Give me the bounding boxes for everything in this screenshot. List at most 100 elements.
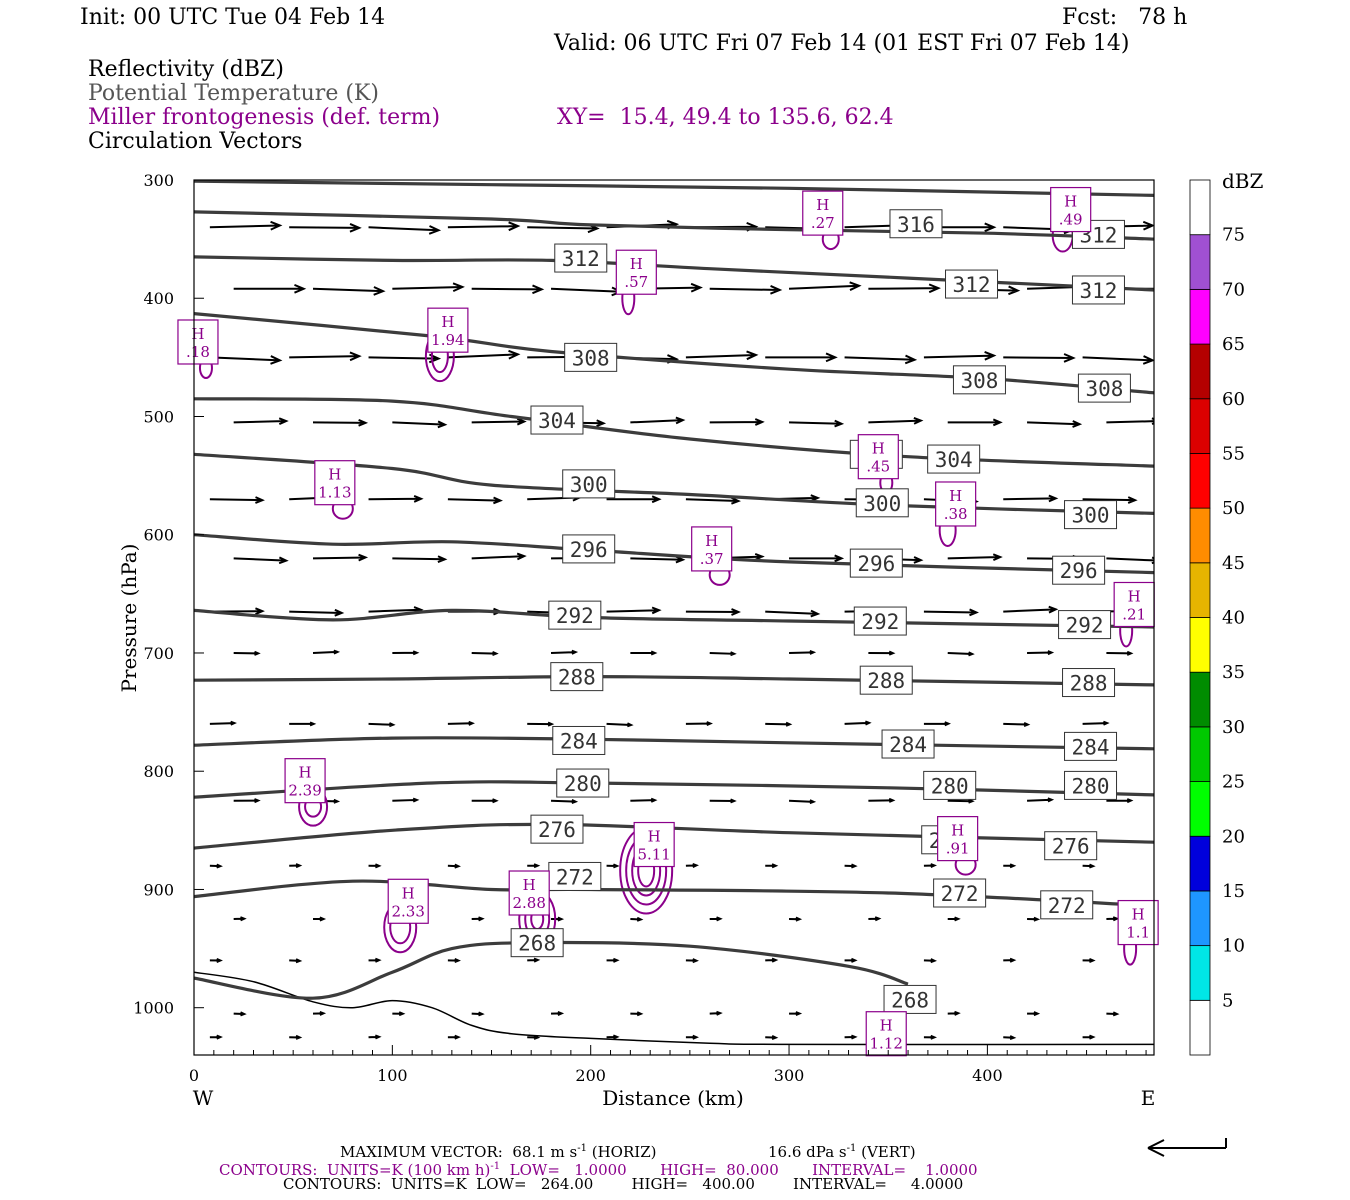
circulation-vector	[789, 554, 845, 563]
colorbar-level-label: 45	[1222, 553, 1245, 574]
miller-max-box	[691, 526, 733, 572]
y-tick-label: 1000	[133, 999, 174, 1018]
theta-label-box	[562, 534, 616, 564]
circulation-vector	[765, 1035, 779, 1040]
miller-max-box	[314, 460, 356, 506]
circulation-vector	[868, 797, 896, 803]
colorbar-segment	[1189, 398, 1211, 454]
x-axis-title: Distance (km)	[602, 1086, 744, 1110]
miller-max-h: H	[705, 532, 718, 550]
miller-max-value: 1.94	[431, 331, 464, 349]
miller-max-box	[615, 249, 657, 295]
colorbar-segment	[1189, 671, 1211, 728]
circulation-vector	[313, 916, 327, 922]
theta-contour-label: 292	[556, 604, 594, 628]
theta-label-box	[945, 269, 999, 299]
circulation-vector	[1003, 1035, 1017, 1041]
theta-contour-label: 280	[931, 774, 969, 798]
theta-label-box	[1071, 275, 1125, 305]
circulation-vector	[844, 354, 918, 365]
theta-label-box	[933, 878, 987, 908]
circulation-vector	[289, 351, 362, 362]
theta-label-box	[1058, 610, 1112, 640]
circulation-vector	[789, 1011, 803, 1017]
field-theta: Potential Temperature (K)	[88, 81, 379, 106]
circulation-vector	[312, 553, 369, 562]
theta-label-box	[853, 606, 907, 636]
colorbar-level-label: 20	[1222, 826, 1245, 847]
miller-max-h: H	[872, 440, 885, 458]
miller-max-box	[284, 758, 326, 804]
circulation-vector	[1106, 556, 1154, 565]
theta-contour-label: 272	[556, 865, 594, 889]
theta-contour-label: 312	[1079, 279, 1117, 303]
miller-max-value: 5.11	[637, 846, 670, 864]
miller-max-value: .27	[811, 214, 835, 232]
circulation-vector	[868, 416, 924, 425]
circulation-vector	[392, 650, 420, 656]
circulation-vector	[551, 1011, 565, 1016]
circulation-vector	[527, 1034, 541, 1040]
circulation-vector	[233, 916, 247, 922]
circulation-vector	[447, 496, 503, 505]
circulation-vector	[765, 863, 779, 869]
circulation-vector	[289, 863, 303, 869]
colorbar-level-label: 10	[1222, 936, 1245, 957]
miller-max-box	[1113, 581, 1155, 628]
colorbar-level-label: 35	[1222, 662, 1245, 683]
miller-max-h: H	[1064, 193, 1077, 211]
circulation-vector	[947, 798, 975, 804]
circulation-vector	[685, 496, 741, 505]
colorbar-level-label: 40	[1222, 608, 1245, 629]
circulation-vector	[844, 1034, 858, 1040]
theta-contour-label: 308	[1085, 377, 1123, 401]
miller-max-box	[1050, 186, 1092, 233]
theta-label-box	[550, 662, 604, 692]
theta-contour-label: 300	[570, 473, 608, 497]
colorbar-segment	[1189, 890, 1211, 947]
footer-miller-contours: CONTOURS: UNITS=K (100 km h)-1 LOW= 1.00…	[219, 1161, 978, 1179]
theta-label-box	[1040, 890, 1094, 920]
circulation-vector	[209, 863, 223, 869]
theta-contour-label: 280	[1072, 774, 1110, 798]
theta-contour-label: 272	[1048, 894, 1086, 918]
theta-label-box	[556, 768, 610, 798]
colorbar-level-label: 15	[1222, 881, 1245, 902]
circulation-vector	[233, 1011, 247, 1017]
theta-label-box	[564, 342, 618, 372]
miller-max-box	[508, 870, 550, 916]
circulation-vector	[765, 721, 793, 727]
circulation-vector	[606, 957, 620, 963]
circulation-vector	[233, 798, 261, 804]
circulation-vector	[392, 1011, 406, 1017]
theta-label-box	[855, 488, 909, 518]
circulation-vector	[527, 957, 541, 963]
footer-theta-contours: CONTOURS: UNITS=K LOW= 264.00 HIGH= 400.…	[283, 1175, 964, 1193]
circulation-vector	[1106, 650, 1134, 656]
colorbar-level-label: 5	[1222, 990, 1233, 1011]
colorbar-level-label: 70	[1222, 279, 1245, 300]
colorbar-segment	[1189, 288, 1211, 345]
colorbar-unit: dBZ	[1222, 169, 1264, 193]
circulation-vector	[471, 798, 499, 804]
circulation-vector	[368, 957, 382, 963]
theta-contour	[194, 312, 1154, 395]
miller-max-box	[177, 319, 219, 365]
miller-max-value: .45	[866, 458, 890, 476]
field-vectors: Circulation Vectors	[88, 129, 303, 154]
y-tick-label: 800	[143, 762, 174, 781]
colorbar-level-label: 25	[1222, 772, 1245, 793]
theta-contour-label: 304	[538, 409, 576, 433]
theta-label-box	[548, 600, 602, 630]
theta-contour-label: 312	[953, 273, 991, 297]
theta-label-box	[889, 209, 943, 239]
circulation-vector	[447, 349, 521, 360]
circulation-vector	[709, 1010, 723, 1016]
circulation-vector	[789, 419, 845, 428]
miller-max-value: 2.39	[288, 782, 321, 800]
circulation-vector	[630, 555, 686, 564]
circulation-vector	[471, 916, 485, 922]
circulation-vector	[630, 1011, 644, 1017]
circulation-vector	[1027, 420, 1083, 428]
